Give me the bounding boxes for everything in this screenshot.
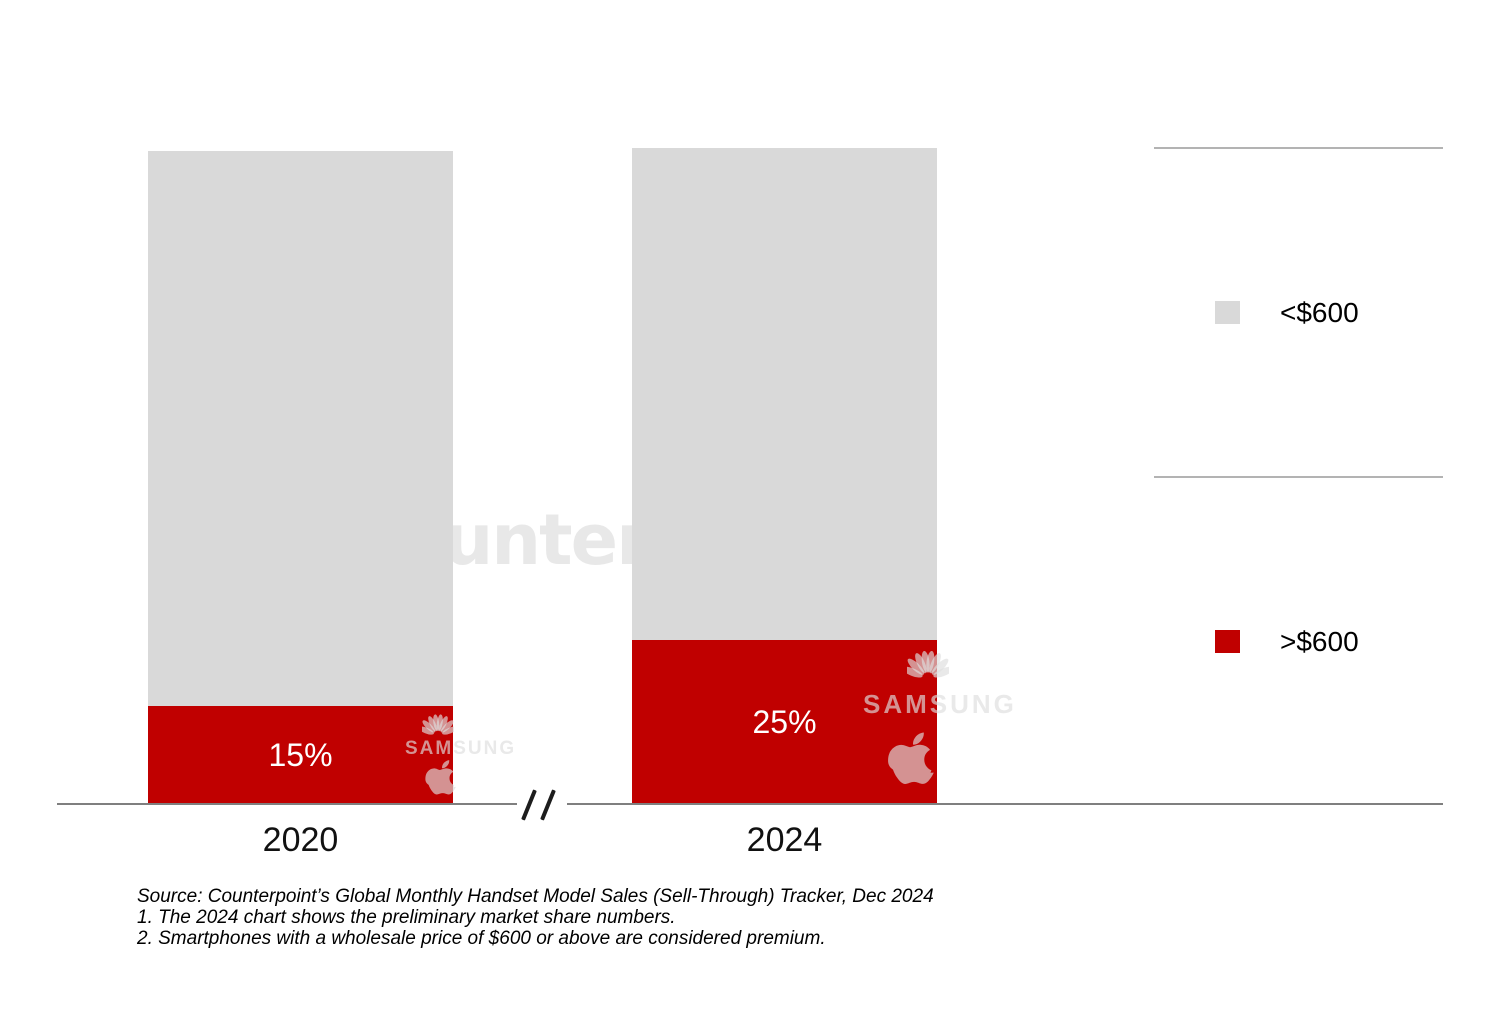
apple-icon <box>425 760 456 795</box>
x-axis-line <box>57 803 1443 805</box>
note-line-1: 1. The 2024 chart shows the preliminary … <box>137 907 676 928</box>
bar-segment-premium: 15% <box>148 706 453 804</box>
huawei-flower-icon <box>907 650 949 678</box>
note-line-2: 2. Smartphones with a wholesale price of… <box>137 928 826 949</box>
bar-segment-nonpremium <box>148 151 453 706</box>
bar-value-label: 15% <box>268 737 333 773</box>
axis-break-gap <box>517 799 567 809</box>
bar-2020: 15% <box>148 151 453 804</box>
legend-item-over600: >$600 <box>1154 476 1443 805</box>
samsung-watermark-text: SAMSUNG <box>863 689 1017 719</box>
bar-segment-premium: 25% <box>632 640 937 804</box>
huawei-flower-icon <box>422 714 454 735</box>
footnotes: Source: Counterpoint’s Global Monthly Ha… <box>137 886 934 949</box>
samsung-watermark-text: SAMSUNG <box>405 738 517 759</box>
apple-icon <box>888 732 934 784</box>
source-line: Source: Counterpoint’s Global Monthly Ha… <box>137 886 934 907</box>
legend: <$600 >$600 <box>1154 147 1443 805</box>
legend-label: >$600 <box>1280 625 1359 657</box>
category-label-2020: 2020 <box>262 821 339 859</box>
bar-2024: 25% <box>632 148 937 804</box>
legend-label: <$600 <box>1280 296 1359 328</box>
bar-segment-nonpremium <box>632 148 937 640</box>
brand-watermark-2024: SAMSUNG <box>863 645 1014 810</box>
legend-swatch-gray <box>1215 301 1240 324</box>
category-label-2024: 2024 <box>746 821 823 859</box>
legend-swatch-red <box>1215 630 1240 653</box>
bar-value-label: 25% <box>752 704 817 740</box>
legend-item-under600: <$600 <box>1154 147 1443 476</box>
brand-watermark-2020: SAMSUNG <box>405 708 525 808</box>
